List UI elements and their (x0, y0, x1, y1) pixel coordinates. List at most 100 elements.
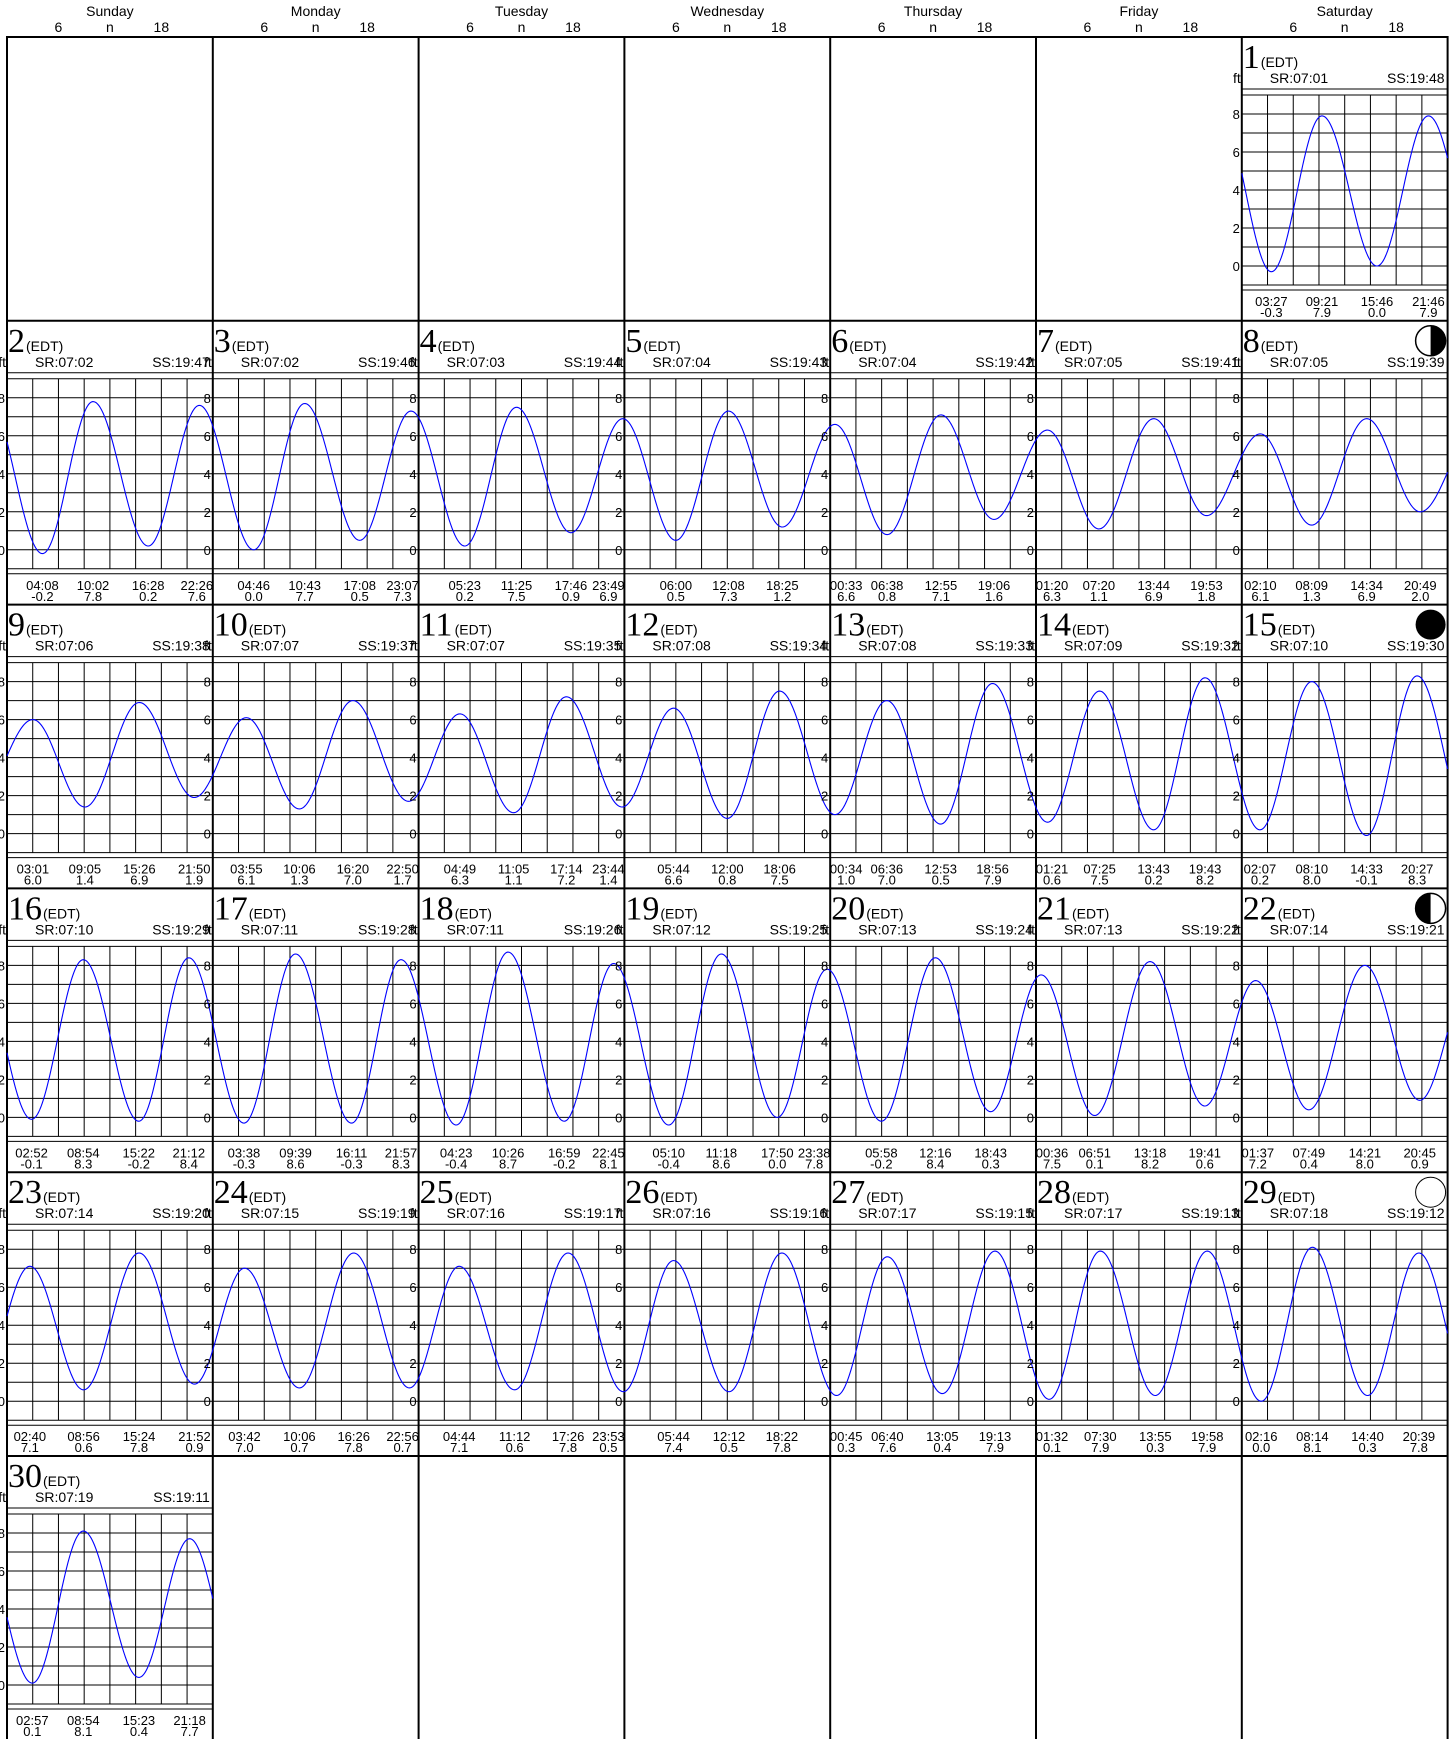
y-tick-label: 4 (821, 467, 828, 482)
tide-curve (1035, 677, 1243, 831)
sunset-time: SS:19:38 (152, 638, 210, 654)
timezone-label: (EDT) (43, 905, 80, 921)
tide-time-label: 07:49 (1293, 1145, 1326, 1160)
tide-height-label: 0.2 (139, 589, 157, 604)
sunset-time: SS:19:32 (1181, 638, 1239, 654)
weekday-header: Saturday (1317, 3, 1373, 19)
y-tick-label: 2 (0, 789, 5, 804)
y-tick-label: 4 (204, 1318, 211, 1333)
hour-tick-label: 18 (1183, 19, 1199, 35)
y-tick-label: 0 (615, 543, 622, 558)
units-label: ft (410, 354, 418, 370)
y-tick-label: 0 (409, 827, 416, 842)
tide-time-label: 01:21 (1036, 862, 1069, 877)
tide-height-label: 0.5 (667, 589, 685, 604)
y-tick-label: 0 (1027, 1110, 1034, 1125)
tide-height-label: 7.7 (181, 1724, 199, 1739)
tide-time-label: 18:25 (766, 578, 799, 593)
tide-height-label: 0.4 (130, 1724, 148, 1739)
tide-time-label: 01:37 (1242, 1145, 1275, 1160)
tide-height-label: -0.2 (870, 1156, 892, 1171)
y-tick-label: 0 (0, 1110, 5, 1125)
tide-time-label: 20:27 (1401, 862, 1434, 877)
tide-height-label: 7.7 (296, 589, 314, 604)
y-tick-label: 4 (821, 751, 828, 766)
hour-tick-label: 6 (260, 19, 268, 35)
hour-tick-label: n (1341, 19, 1349, 35)
tide-height-label: 0.5 (599, 1440, 617, 1455)
y-tick-label: 4 (615, 1034, 622, 1049)
y-tick-label: 0 (204, 1110, 211, 1125)
y-tick-label: 0 (821, 827, 828, 842)
timezone-label: (EDT) (249, 905, 286, 921)
y-tick-label: 2 (1233, 221, 1240, 236)
tide-time-label: 04:08 (26, 578, 59, 593)
tide-time-label: 15:26 (123, 862, 156, 877)
y-tick-label: 0 (615, 1110, 622, 1125)
tide-height-label: 6.1 (1251, 589, 1269, 604)
tide-time-label: 06:38 (871, 578, 904, 593)
units-label: ft (204, 354, 212, 370)
y-tick-label: 6 (0, 996, 5, 1011)
day-number: 23 (8, 1174, 42, 1211)
tide-height-label: 0.6 (75, 1440, 93, 1455)
tide-height-label: 7.9 (1091, 1440, 1109, 1455)
timezone-label: (EDT) (660, 622, 697, 638)
y-tick-label: 6 (615, 429, 622, 444)
units-label: ft (1027, 1205, 1035, 1221)
day-number: 20 (831, 890, 865, 927)
sunset-time: SS:19:12 (1387, 1205, 1445, 1221)
day-number: 19 (625, 890, 659, 927)
day-number: 7 (1037, 323, 1054, 360)
tide-time-label: 12:08 (712, 578, 745, 593)
tide-time-label: 00:45 (830, 1429, 863, 1444)
tide-height-label: 0.2 (1145, 873, 1163, 888)
sunrise-time: SR:07:14 (1270, 921, 1329, 937)
units-label: ft (204, 921, 212, 937)
tide-height-label: 1.1 (505, 873, 523, 888)
y-tick-label: 2 (615, 789, 622, 804)
tide-time-label: 23:49 (592, 578, 625, 593)
tide-height-label: 0.7 (394, 1440, 412, 1455)
y-tick-label: 0 (1233, 543, 1240, 558)
weekday-header: Tuesday (495, 3, 548, 19)
tide-height-label: 8.2 (1141, 1156, 1159, 1171)
sunset-time: SS:19:13 (1181, 1205, 1239, 1221)
y-tick-label: 2 (409, 505, 416, 520)
y-tick-label: 4 (1027, 751, 1034, 766)
y-tick-label: 8 (204, 958, 211, 973)
y-tick-label: 2 (204, 505, 211, 520)
weekday-header: Sunday (86, 3, 133, 19)
tide-time-label: 17:26 (552, 1429, 585, 1444)
tide-height-label: 6.3 (1043, 589, 1061, 604)
y-tick-label: 0 (1233, 1394, 1240, 1409)
hour-tick-label: n (723, 19, 731, 35)
y-tick-label: 8 (0, 675, 5, 690)
tide-height-label: -0.3 (233, 1156, 255, 1171)
moon-phase-half (1430, 325, 1446, 356)
sunrise-time: SR:07:18 (1270, 1205, 1329, 1221)
tide-height-label: 7.8 (805, 1156, 823, 1171)
units-label: ft (1233, 921, 1241, 937)
sunrise-time: SR:07:07 (241, 638, 300, 654)
weekday-header: Thursday (904, 3, 962, 19)
y-tick-label: 4 (1233, 751, 1240, 766)
y-tick-label: 2 (1233, 1072, 1240, 1087)
tide-height-label: 1.6 (985, 589, 1003, 604)
tide-height-label: 7.8 (773, 1440, 791, 1455)
day-number: 5 (625, 323, 642, 360)
tide-time-label: 21:52 (178, 1429, 211, 1444)
tide-curve (1241, 418, 1449, 526)
tide-curve (6, 957, 214, 1122)
units-label: ft (0, 1205, 6, 1221)
tide-height-label: 1.4 (599, 873, 617, 888)
tide-curve (1035, 418, 1243, 530)
y-tick-label: 8 (1233, 958, 1240, 973)
timezone-label: (EDT) (26, 338, 63, 354)
tide-curve (418, 696, 625, 814)
y-tick-label: 8 (615, 391, 622, 406)
sunset-time: SS:19:11 (153, 1489, 210, 1505)
tide-height-label: 7.2 (1249, 1156, 1267, 1171)
y-tick-label: 2 (1233, 505, 1240, 520)
